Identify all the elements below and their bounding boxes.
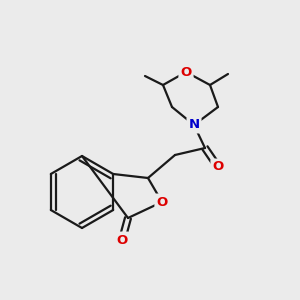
Text: N: N [188, 118, 200, 131]
Text: O: O [180, 65, 192, 79]
Text: O: O [156, 196, 168, 208]
Text: O: O [116, 233, 128, 247]
Text: O: O [212, 160, 224, 173]
